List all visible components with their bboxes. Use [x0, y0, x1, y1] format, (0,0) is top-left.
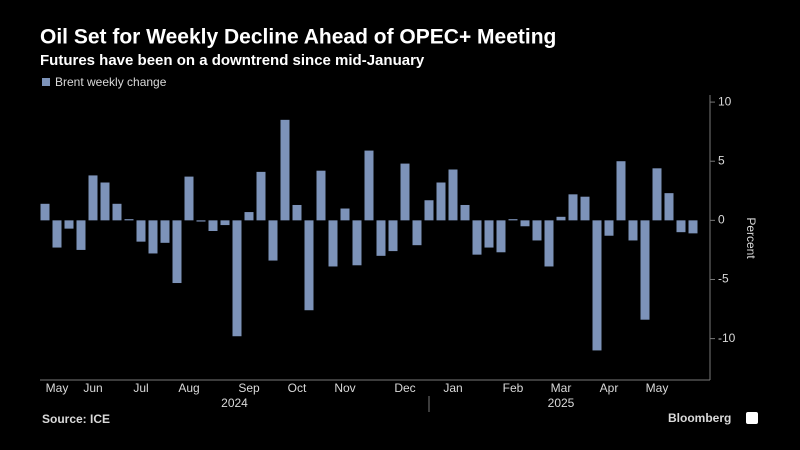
bar	[172, 220, 182, 284]
bar	[256, 171, 266, 221]
bar	[556, 216, 566, 221]
bar	[580, 196, 590, 221]
bar	[208, 220, 218, 231]
bar	[472, 220, 482, 255]
x-tick-label: Jun	[83, 381, 102, 395]
legend-label: Brent weekly change	[55, 75, 167, 89]
chart-subtitle: Futures have been on a downtrend since m…	[40, 52, 425, 69]
bar	[340, 208, 350, 221]
y-tick-label: 0	[718, 213, 725, 227]
bar	[40, 203, 50, 221]
x-tick-label: Nov	[334, 381, 355, 395]
bar	[232, 220, 242, 337]
bar	[376, 220, 386, 256]
bar	[520, 220, 530, 227]
legend-swatch	[42, 78, 50, 86]
y-tick-label: 5	[718, 153, 725, 167]
bar	[436, 182, 446, 221]
x-tick-label: Feb	[503, 381, 524, 395]
bar	[400, 163, 410, 221]
bar	[220, 220, 230, 226]
x-tick-label: Mar	[551, 381, 572, 395]
bar	[652, 168, 662, 221]
bar	[424, 200, 434, 221]
x-tick-label: May	[46, 381, 69, 395]
bar	[388, 220, 398, 252]
x-tick-label: Jul	[133, 381, 148, 395]
chart-title: Oil Set for Weekly Decline Ahead of OPEC…	[40, 26, 556, 49]
x-tick-label: Aug	[178, 381, 199, 395]
bar	[76, 220, 86, 250]
bar	[364, 150, 374, 221]
bar	[196, 220, 206, 222]
y-axis-label: Percent	[744, 217, 758, 259]
bar	[280, 119, 290, 221]
bar	[244, 212, 254, 221]
bar	[124, 219, 134, 221]
bar	[604, 220, 614, 236]
x-tick-label: Oct	[288, 381, 307, 395]
year-label: 2025	[548, 396, 575, 410]
bar	[568, 194, 578, 221]
bar	[676, 220, 686, 233]
bar	[292, 204, 302, 221]
bar	[316, 170, 326, 221]
bar	[544, 220, 554, 267]
bar	[484, 220, 494, 248]
bar	[100, 182, 110, 221]
source: Source: ICE	[42, 412, 110, 426]
bar	[352, 220, 362, 266]
bar	[268, 220, 278, 261]
bar	[112, 203, 122, 221]
bar	[412, 220, 422, 246]
bar	[88, 175, 98, 221]
year-label: 2024	[221, 396, 248, 410]
bar	[160, 220, 170, 243]
brand-icon	[746, 412, 758, 424]
bar	[460, 204, 470, 221]
x-tick-label: May	[646, 381, 669, 395]
bar	[136, 220, 146, 242]
bar	[616, 161, 626, 221]
bar	[664, 193, 674, 221]
x-tick-label: Sep	[238, 381, 260, 395]
bar	[688, 220, 698, 234]
bar	[52, 220, 62, 248]
y-tick-label: -5	[718, 272, 729, 286]
y-tick-label: 10	[718, 94, 732, 108]
bar	[592, 220, 602, 351]
bar	[184, 176, 194, 221]
bar	[508, 219, 518, 221]
bar	[628, 220, 638, 241]
bar	[64, 220, 74, 229]
bar	[496, 220, 506, 253]
bar	[448, 169, 458, 221]
y-tick-label: -10	[718, 331, 736, 345]
bar	[640, 220, 650, 320]
bar	[328, 220, 338, 267]
x-tick-label: Jan	[443, 381, 462, 395]
brand: Bloomberg	[668, 411, 731, 425]
x-tick-label: Dec	[394, 381, 415, 395]
x-tick-label: Apr	[600, 381, 619, 395]
bar	[304, 220, 314, 311]
bar	[148, 220, 158, 254]
bar	[532, 220, 542, 241]
